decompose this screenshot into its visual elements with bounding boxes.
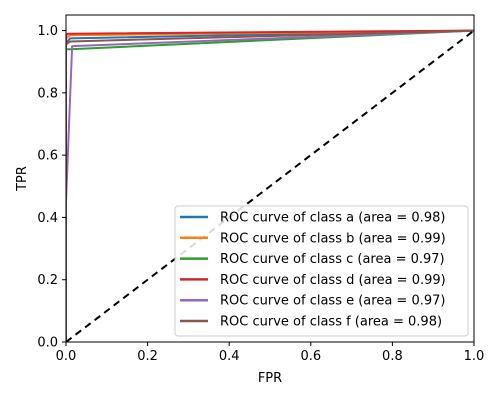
y-axis-label: TPR <box>15 166 30 192</box>
legend-entry-label: ROC curve of class a (area = 0.98) <box>220 211 445 226</box>
x-tick-label: 0.0 <box>56 349 77 364</box>
axes-frame <box>65 14 475 343</box>
roc-series-line <box>66 29 474 342</box>
x-tick-label: 0.6 <box>300 349 321 364</box>
x-tick-label: 0.2 <box>137 349 158 364</box>
roc-series-line <box>66 29 474 342</box>
x-tick-label: 0.4 <box>219 349 240 364</box>
y-tick-label: 0.4 <box>37 211 58 226</box>
x-tick-label: 1.0 <box>464 349 485 364</box>
legend-entry-label: ROC curve of class b (area = 0.99) <box>220 231 446 246</box>
roc-series-line <box>66 29 474 342</box>
axis-ticks: 0.0 0.2 0.4 0.6 0.8 1.0 0.0 0.2 0.4 0.6 0.8 1.0 <box>37 24 484 364</box>
legend-entry-label: ROC curve of class d (area = 0.99) <box>220 273 446 288</box>
legend-entry-label: ROC curve of class f (area = 0.98) <box>220 315 442 330</box>
legend-entry-label: ROC curve of class c (area = 0.97) <box>220 252 445 267</box>
x-tick-label: 0.8 <box>382 349 403 364</box>
y-tick-label: 0.8 <box>37 86 58 101</box>
y-tick-label: 1.0 <box>37 24 58 39</box>
chance-diagonal-line <box>66 29 474 342</box>
roc-series-line <box>66 29 474 342</box>
x-axis-label: FPR <box>258 371 282 386</box>
y-tick-label: 0.6 <box>37 149 58 164</box>
y-tick-label: 0.0 <box>37 336 58 351</box>
legend-entry-label: ROC curve of class e (area = 0.97) <box>220 294 445 309</box>
roc-series-line <box>66 29 474 342</box>
y-tick-label: 0.2 <box>37 273 58 288</box>
plot-area <box>66 29 474 342</box>
legend: ROC curve of class a (area = 0.98) ROC cu… <box>174 205 469 337</box>
legend-box <box>174 205 469 337</box>
